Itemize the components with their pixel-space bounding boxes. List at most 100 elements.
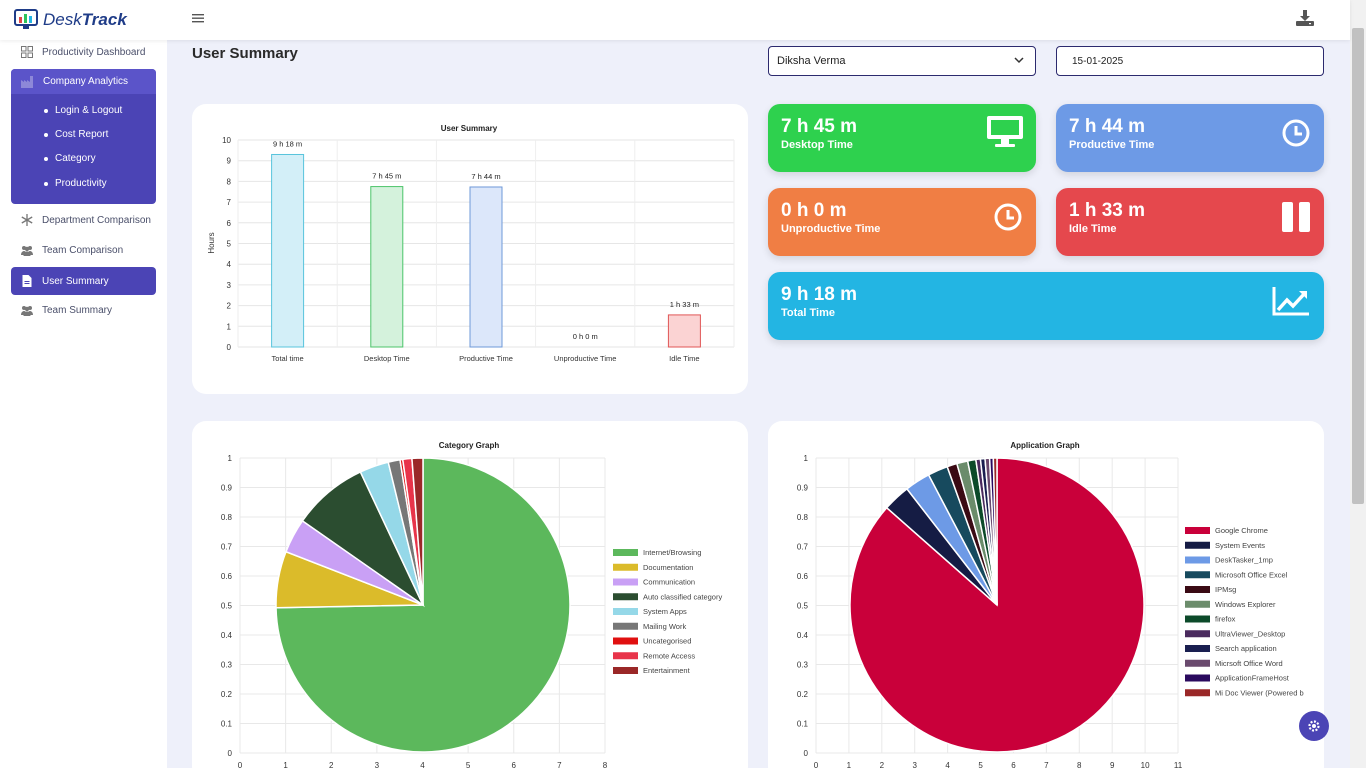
y-tick-label: 0.2 — [221, 690, 233, 699]
sidebar-item-team-summary[interactable]: Team Summary — [11, 302, 156, 318]
y-tick-label: 1 — [804, 454, 809, 463]
y-tick-label: 2 — [227, 302, 232, 311]
chart-line-icon — [1272, 287, 1309, 316]
legend-swatch — [1185, 689, 1210, 697]
page-title: User Summary — [192, 45, 298, 62]
factory-icon — [21, 75, 33, 88]
chart-title: Application Graph — [1010, 441, 1079, 450]
sidebar-subitem-login-logout[interactable]: Login & Logout — [44, 105, 122, 116]
x-tick-label: 8 — [1077, 761, 1082, 768]
x-tick-label: 1 — [283, 761, 288, 768]
gear-icon — [1308, 720, 1320, 732]
y-tick-label: 0 — [227, 343, 232, 352]
top-bar: Desk Track — [0, 0, 1350, 40]
stat-card-total-time: 9 h 18 m Total Time — [768, 272, 1324, 340]
stat-card-idle-time: 1 h 33 m Idle Time — [1056, 188, 1324, 256]
x-tick-label: 5 — [978, 761, 983, 768]
legend-swatch — [1185, 674, 1210, 682]
clock-icon — [1282, 119, 1310, 147]
y-tick-label: 0 — [228, 749, 233, 758]
y-tick-label: 1 — [228, 454, 233, 463]
scrollbar-thumb[interactable] — [1352, 28, 1364, 504]
legend-label: Uncategorised — [643, 637, 691, 646]
legend-label: Auto classified category — [643, 592, 722, 601]
date-input[interactable]: 15-01-2025 — [1056, 46, 1324, 76]
legend-label: firefox — [1215, 615, 1236, 624]
subitem-label: Productivity — [55, 178, 107, 189]
legend-label: Search application — [1215, 644, 1277, 653]
y-axis-label: Hours — [207, 232, 216, 253]
legend-label: System Events — [1215, 541, 1265, 550]
download-icon[interactable] — [1296, 10, 1314, 26]
x-tick-label: 6 — [512, 761, 517, 768]
bar-data-label: 0 h 0 m — [573, 332, 598, 341]
x-tick-label: 7 — [557, 761, 562, 768]
x-tick-label: 2 — [880, 761, 885, 768]
legend-swatch — [1185, 556, 1210, 564]
date-input-value: 15-01-2025 — [1072, 56, 1124, 67]
hamburger-menu-icon[interactable] — [192, 13, 204, 23]
y-tick-label: 4 — [227, 260, 232, 269]
sidebar-item-company-analytics[interactable]: Company Analytics — [11, 69, 156, 94]
users-icon — [21, 246, 33, 256]
scrollbar[interactable] — [1350, 0, 1366, 768]
legend-swatch — [1185, 600, 1210, 608]
sidebar-subitem-cost-report[interactable]: Cost Report — [44, 129, 108, 140]
x-tick-label: 9 — [1110, 761, 1115, 768]
category-graph-card: Category Graph 0 0.1 0.2 0.3 0.4 0.5 0.6 0.7 0.8 0… — [192, 421, 748, 768]
sidebar-item-department-comparison[interactable]: Department Comparison — [11, 212, 156, 228]
legend-swatch — [613, 578, 638, 586]
legend-swatch — [1185, 615, 1210, 623]
y-tick-label: 0.5 — [797, 602, 809, 611]
sidebar-item-productivity-dashboard[interactable]: Productivity Dashboard — [11, 44, 156, 60]
clock-icon — [994, 203, 1022, 231]
legend-label: Mi Doc Viewer (Powered b — [1215, 688, 1304, 697]
y-tick-label: 0.4 — [797, 631, 809, 640]
stat-value: 9 h 18 m — [781, 284, 858, 305]
sidebar-item-label: User Summary — [42, 275, 109, 287]
subitem-label: Category — [55, 153, 96, 164]
user-select-value: Diksha Verma — [777, 55, 846, 67]
y-tick-label: 0.9 — [797, 484, 809, 493]
x-tick-label: 8 — [603, 761, 608, 768]
legend-label: UltraViewer_Desktop — [1215, 629, 1285, 638]
chart-title: Category Graph — [439, 441, 500, 450]
y-tick-label: 0.1 — [797, 720, 809, 729]
legend-label: Mailing Work — [643, 622, 686, 631]
y-tick-label: 0 — [804, 749, 809, 758]
chevron-down-icon — [1014, 57, 1024, 64]
y-tick-label: 0.2 — [797, 690, 809, 699]
user-summary-chart-card: User Summary Hours 0 1 2 3 4 5 6 7 8 9 10 9 h 18 m Tot… — [192, 104, 748, 394]
application-graph-card: Application Graph 0 0.1 0.2 0.3 0.4 0.5 0.6 0.7 0… — [768, 421, 1324, 768]
stat-value: 0 h 0 m — [781, 200, 847, 221]
logo-text-desk: Desk — [43, 10, 82, 29]
bar — [469, 186, 503, 348]
sidebar-item-team-comparison[interactable]: Team Comparison — [11, 242, 156, 258]
grid-icon — [21, 46, 33, 58]
y-tick-label: 0.6 — [797, 572, 809, 581]
legend-label: Google Chrome — [1215, 526, 1268, 535]
y-tick-label: 0.7 — [797, 543, 809, 552]
y-tick-label: 3 — [227, 281, 232, 290]
sidebar-subitem-category[interactable]: Category — [44, 153, 96, 164]
stat-label: Unproductive Time — [781, 223, 881, 235]
user-summary-bar-chart: User Summary Hours 0 1 2 3 4 5 6 7 8 9 10 9 h 18 m Tot… — [207, 124, 735, 363]
pause-icon — [1282, 202, 1310, 232]
y-tick-label: 7 — [227, 198, 232, 207]
category-pie-chart: Category Graph 0 0.1 0.2 0.3 0.4 0.5 0.6 0.7 0.8 0… — [221, 441, 723, 768]
sidebar-item-user-summary[interactable]: User Summary — [11, 267, 156, 295]
logo[interactable]: Desk Track — [14, 8, 127, 32]
bar-data-label: 9 h 18 m — [273, 139, 302, 148]
y-tick-label: 0.8 — [797, 513, 809, 522]
x-tick-label: 5 — [466, 761, 471, 768]
sidebar-subitem-productivity[interactable]: Productivity — [44, 178, 107, 189]
user-select[interactable]: Diksha Verma — [768, 46, 1036, 76]
subitem-label: Login & Logout — [55, 105, 123, 116]
settings-button[interactable] — [1299, 711, 1329, 741]
legend-label: Documentation — [643, 563, 693, 572]
x-tick-label: 0 — [238, 761, 243, 768]
legend-label: Windows Explorer — [1215, 600, 1276, 609]
x-tick-label: Productive Time — [459, 354, 513, 363]
y-tick-label: 0.9 — [221, 484, 233, 493]
legend-label: Communication — [643, 578, 695, 587]
